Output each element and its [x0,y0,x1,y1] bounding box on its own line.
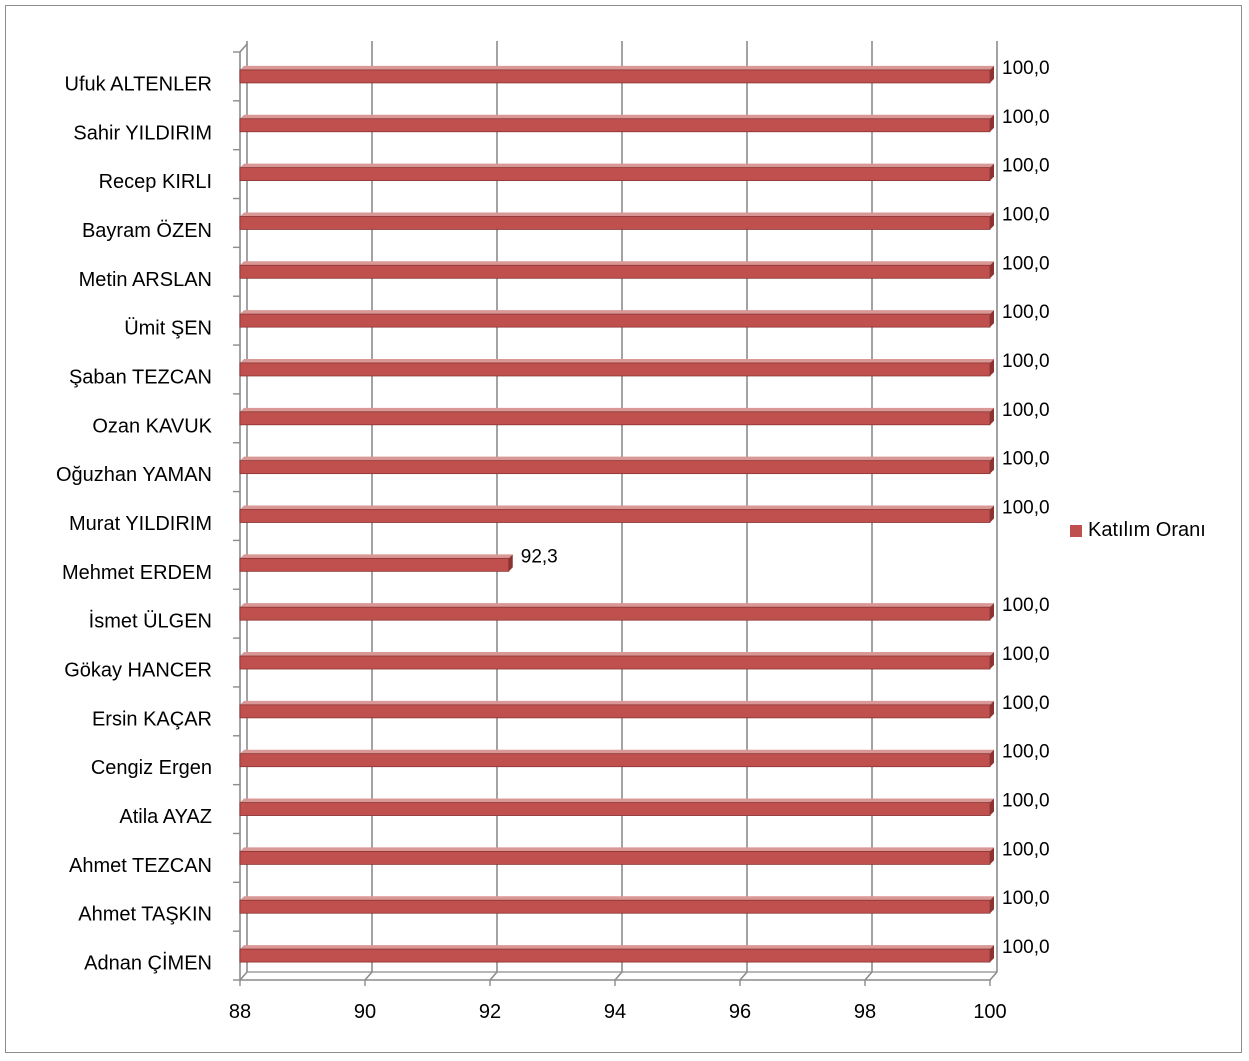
value-label: 100,0 [1002,400,1050,421]
bar [239,505,994,523]
gridline-depth [364,971,373,981]
value-label: 100,0 [1002,302,1050,323]
legend: Katılım Oranı [1070,519,1206,542]
category-label: Ahmet TAŞKIN [78,904,212,926]
bar [239,847,994,865]
category-label: Sahir YILDIRIM [73,122,212,144]
value-label: 100,0 [1002,107,1050,128]
gridline-depth [239,971,248,981]
legend-label: Katılım Oranı [1088,519,1206,541]
x-tick-label: 94 [604,1001,626,1023]
bar [239,212,994,230]
value-label: 92,3 [521,546,558,567]
y-axis-depth [239,43,248,53]
category-label: Metin ARSLAN [79,269,212,291]
bar [239,652,994,670]
value-label: 100,0 [1002,644,1050,665]
value-label: 100,0 [1002,498,1050,519]
category-label: Gökay HANCER [64,660,212,682]
bar [239,407,994,426]
x-tick-label: 90 [354,1001,376,1023]
category-label: Mehmet ERDEM [62,562,212,584]
category-label: Oğuzhan YAMAN [56,464,212,486]
gridline-depth [989,971,998,981]
gridline-depth [489,971,498,981]
gridline-depth [864,971,873,981]
bar [239,114,994,133]
value-label: 100,0 [1002,595,1050,616]
value-label: 100,0 [1002,253,1050,274]
bar [239,261,994,279]
bars [239,65,994,963]
x-tick-label: 88 [229,1001,251,1023]
gridline-depth [614,971,623,981]
category-label: Ersin KAÇAR [92,708,212,730]
value-label: 100,0 [1002,693,1050,714]
bar [239,310,994,328]
x-tick-label: 98 [854,1001,876,1023]
bar [239,554,513,572]
category-label: Murat YILDIRIM [69,513,212,535]
value-label: 100,0 [1002,888,1050,909]
bar [239,603,994,621]
bar [239,65,994,84]
bar [239,945,994,963]
x-tick-label: 96 [729,1001,751,1023]
category-label: Adnan ÇİMEN [84,952,212,975]
value-label: 100,0 [1002,58,1050,79]
category-label: Cengiz Ergen [91,757,212,779]
category-label: Bayram ÖZEN [82,220,212,242]
x-tick-label: 92 [479,1001,501,1023]
value-label: 100,0 [1002,937,1050,958]
value-label: 100,0 [1002,449,1050,470]
bar [239,896,994,914]
value-label: 100,0 [1002,156,1050,177]
bar [239,749,994,768]
gridline-depth [739,971,748,981]
category-label: Atila AYAZ [119,806,212,828]
value-label: 100,0 [1002,204,1050,225]
bar [239,798,994,816]
category-label: Şaban TEZCAN [69,366,212,388]
value-label: 100,0 [1002,791,1050,812]
labels: 100,0 Ufuk ALTENLER 100,0 Sahir YILDIRIM 100… [56,58,1050,1023]
bar [239,358,994,377]
legend-swatch [1070,524,1082,537]
value-label: 100,0 [1002,742,1050,763]
category-label: Recep KIRLI [99,171,212,193]
category-label: İsmet ÜLGEN [89,610,212,633]
x-tick-label: 100 [973,1001,1006,1023]
value-label: 100,0 [1002,351,1050,372]
bar [239,700,994,719]
value-label: 100,0 [1002,839,1050,860]
bar [239,456,994,475]
category-label: Ahmet TEZCAN [69,855,212,877]
category-label: Ozan KAVUK [92,415,212,437]
bar [239,163,994,182]
category-label: Ümit ŞEN [124,318,212,340]
category-label: Ufuk ALTENLER [65,73,212,95]
